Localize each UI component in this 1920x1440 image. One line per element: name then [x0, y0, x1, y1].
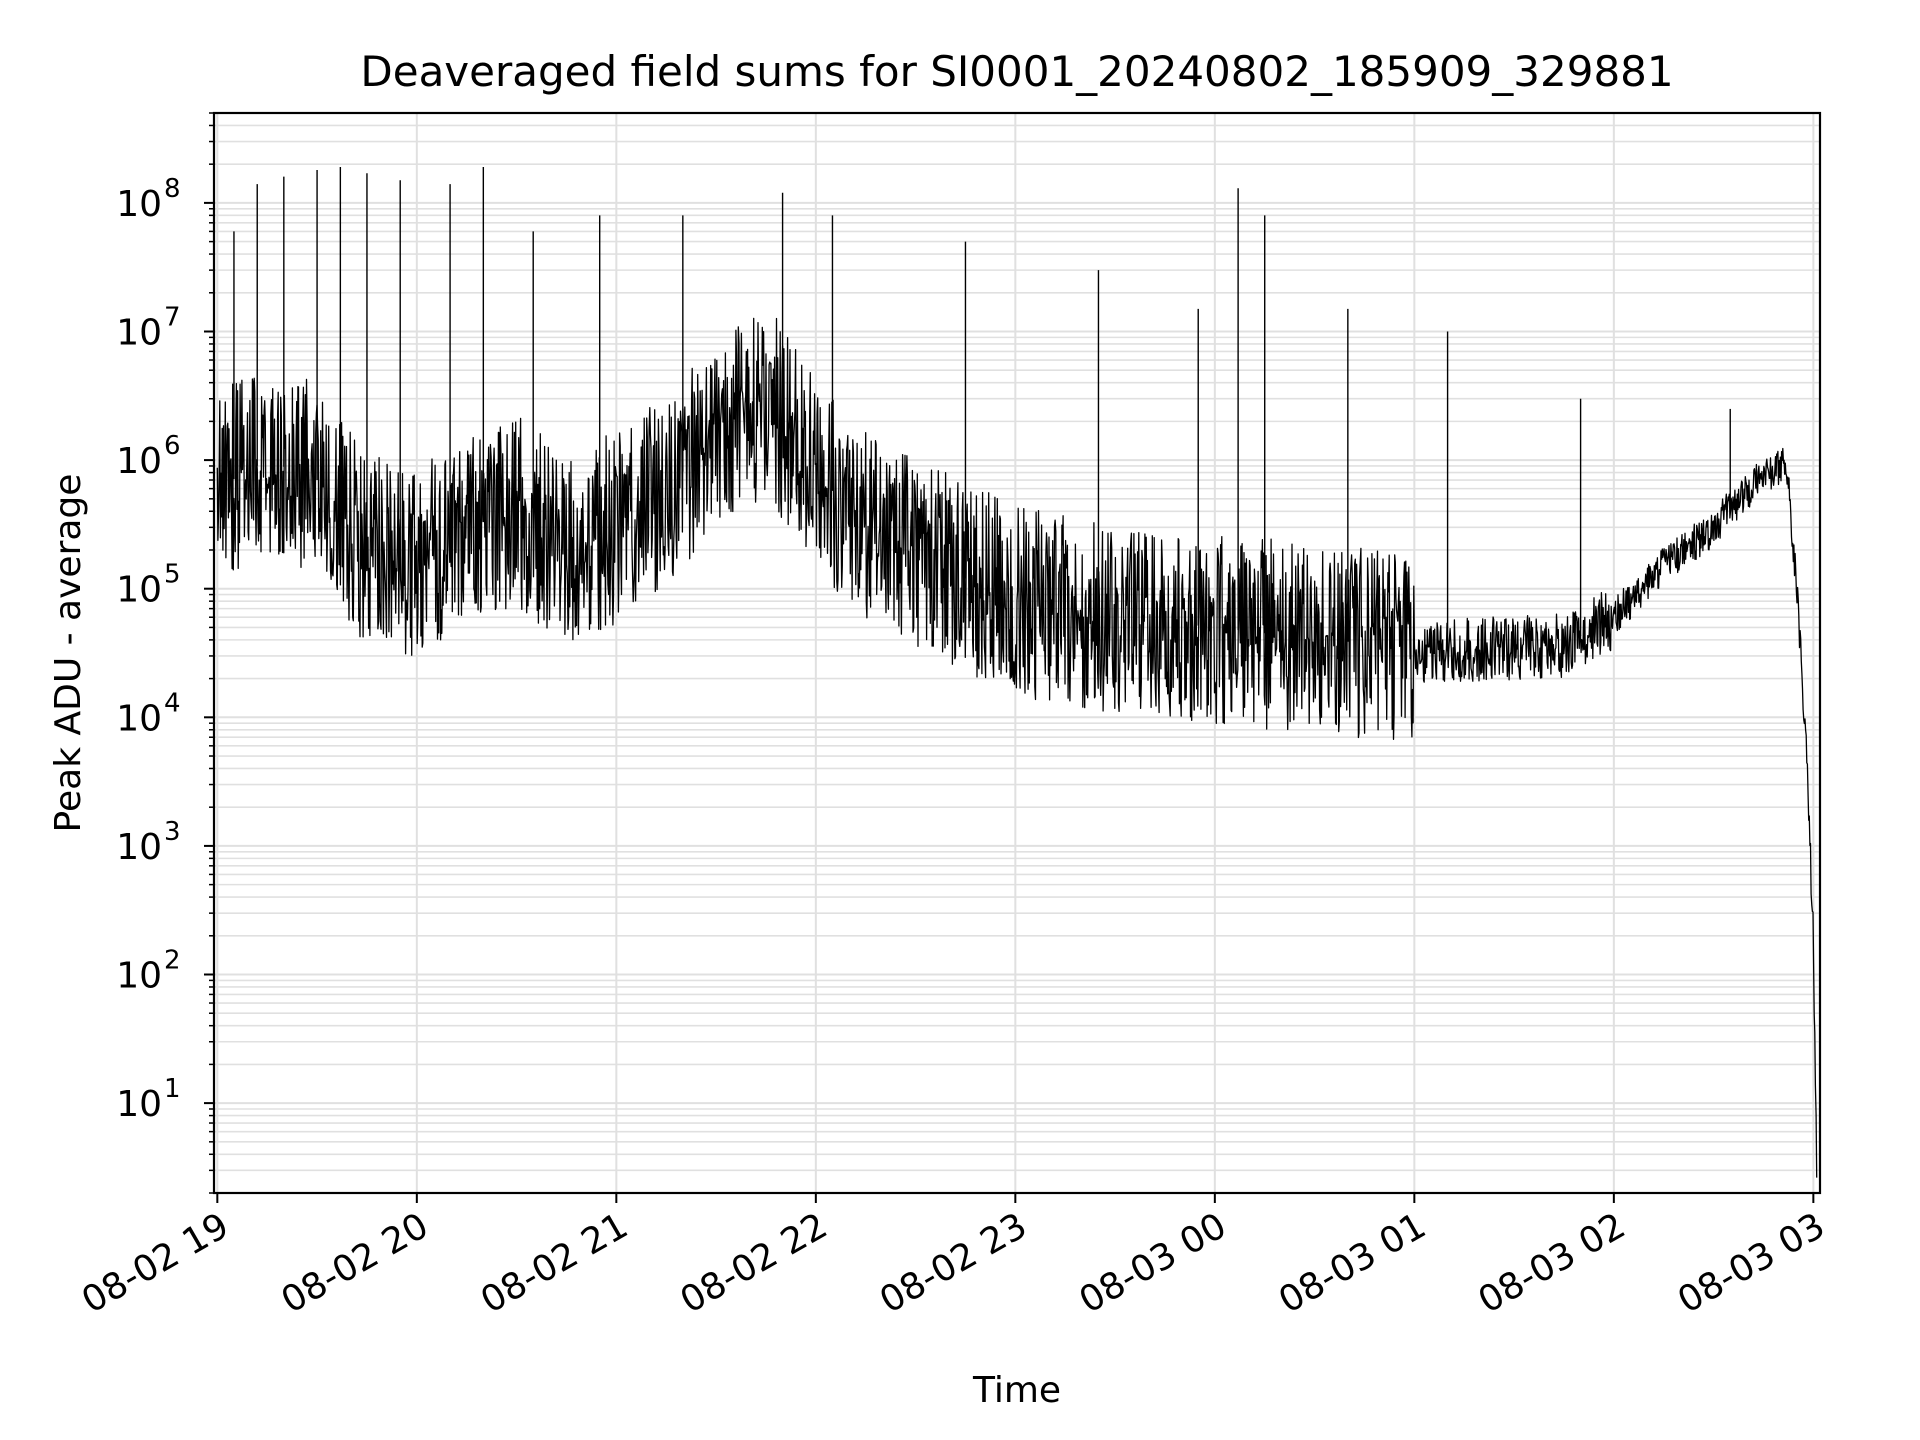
x-tick-label: 08-03 00 [1073, 1205, 1234, 1321]
y-tick-label: 10 [116, 956, 162, 997]
y-tick-label: 10 [116, 441, 162, 482]
y-tick-exponent: 1 [164, 1074, 181, 1104]
x-tick-label: 08-03 02 [1472, 1205, 1633, 1321]
y-tick-exponent: 8 [164, 174, 181, 204]
y-tick-label: 10 [116, 312, 162, 353]
y-tick-exponent: 4 [164, 688, 181, 718]
y-tick-exponent: 5 [164, 560, 181, 590]
series-line [216, 317, 1818, 1178]
grid-lines [214, 112, 1820, 1194]
x-tick-label: 08-03 01 [1272, 1205, 1433, 1321]
y-tick-exponent: 6 [164, 431, 181, 461]
y-tick-label: 10 [116, 570, 162, 611]
x-tick-label: 08-02 19 [75, 1205, 236, 1321]
x-tick-label: 08-02 20 [275, 1205, 436, 1321]
y-axis-label: Peak ADU - average [48, 474, 89, 833]
plot-frame [212, 111, 1822, 1195]
data-series [216, 167, 1818, 1178]
x-tick-label: 08-02 22 [674, 1205, 835, 1321]
y-tick-exponent: 2 [164, 946, 181, 976]
x-axis: 08-02 19 08-02 20 08-02 21 08-02 22 08-02 23… [75, 1193, 1832, 1322]
x-tick-label: 08-02 23 [873, 1205, 1034, 1321]
chart-title: Deaveraged field sums for SI0001_2024080… [360, 47, 1673, 96]
x-tick-label: 08-02 21 [474, 1205, 635, 1321]
x-tick-label: 08-03 03 [1671, 1205, 1832, 1321]
y-tick-exponent: 7 [164, 302, 181, 332]
y-tick-label: 10 [116, 184, 162, 225]
y-tick-label: 10 [116, 698, 162, 739]
x-axis-label: Time [972, 1370, 1061, 1411]
y-tick-exponent: 3 [164, 817, 181, 847]
y-tick-label: 10 [116, 827, 162, 868]
y-tick-label: 10 [116, 1084, 162, 1125]
